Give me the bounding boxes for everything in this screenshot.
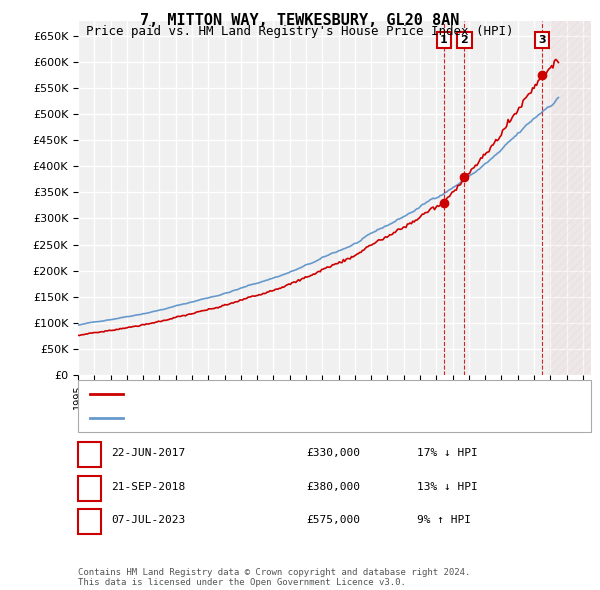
Text: 07-JUL-2023: 07-JUL-2023 [111, 515, 185, 525]
Text: Contains HM Land Registry data © Crown copyright and database right 2024.: Contains HM Land Registry data © Crown c… [78, 568, 470, 577]
Text: 9% ↑ HPI: 9% ↑ HPI [417, 515, 471, 525]
Text: £380,000: £380,000 [306, 481, 360, 491]
Text: £330,000: £330,000 [306, 448, 360, 458]
Text: 1: 1 [86, 448, 93, 458]
Text: 17% ↓ HPI: 17% ↓ HPI [417, 448, 478, 458]
Text: £575,000: £575,000 [306, 515, 360, 525]
Text: HPI: Average price, detached house, Tewkesbury: HPI: Average price, detached house, Tewk… [129, 413, 416, 423]
Text: 7, MITTON WAY, TEWKESBURY, GL20 8AN: 7, MITTON WAY, TEWKESBURY, GL20 8AN [140, 13, 460, 28]
Text: 22-JUN-2017: 22-JUN-2017 [111, 448, 185, 458]
Text: 3: 3 [86, 515, 93, 525]
Text: 13% ↓ HPI: 13% ↓ HPI [417, 481, 478, 491]
Text: Price paid vs. HM Land Registry's House Price Index (HPI): Price paid vs. HM Land Registry's House … [86, 25, 514, 38]
Text: 2: 2 [86, 481, 93, 491]
Text: This data is licensed under the Open Government Licence v3.0.: This data is licensed under the Open Gov… [78, 578, 406, 587]
Text: 21-SEP-2018: 21-SEP-2018 [111, 481, 185, 491]
Text: 3: 3 [538, 35, 546, 45]
Text: 7, MITTON WAY, TEWKESBURY, GL20 8AN (detached house): 7, MITTON WAY, TEWKESBURY, GL20 8AN (det… [129, 389, 454, 399]
Text: 2: 2 [460, 35, 468, 45]
Text: 1: 1 [440, 35, 448, 45]
